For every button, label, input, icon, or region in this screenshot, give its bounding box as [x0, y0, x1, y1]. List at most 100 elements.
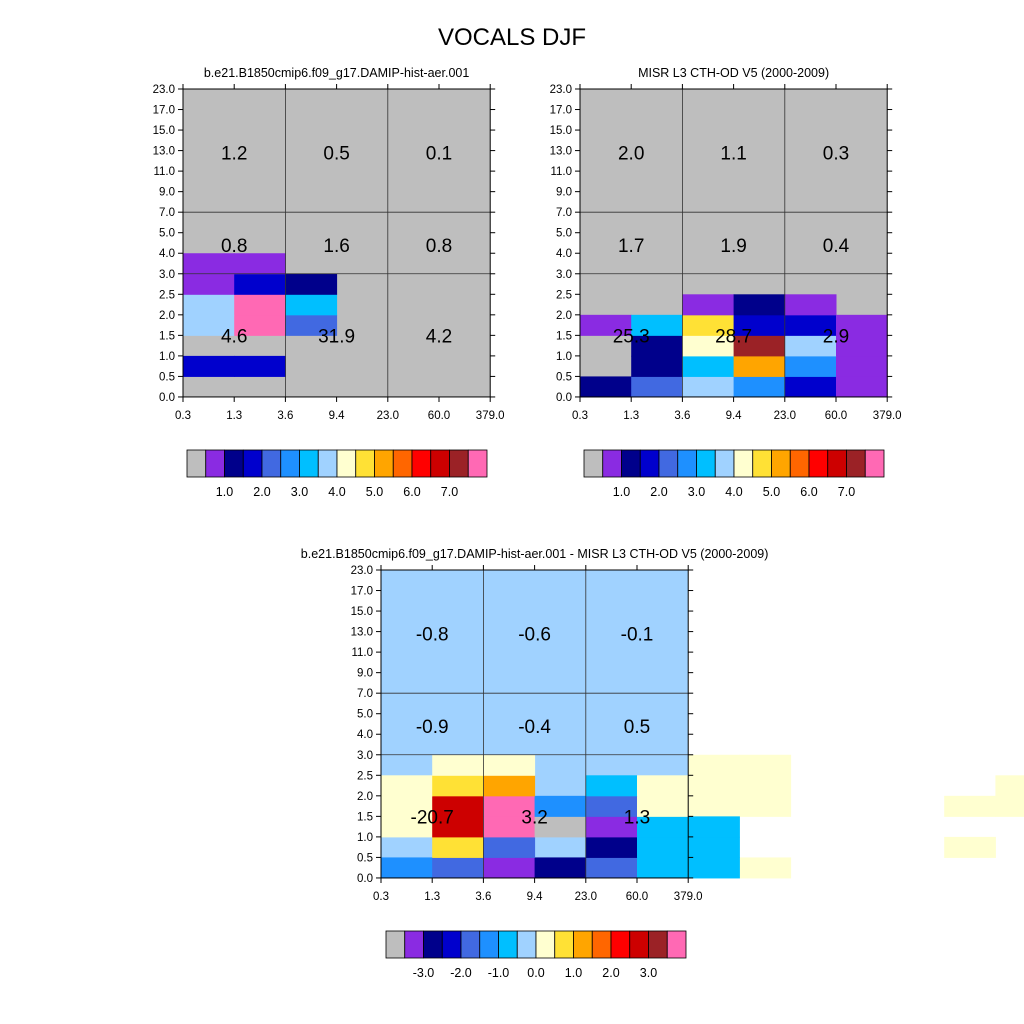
heatmap-cell: [483, 857, 536, 879]
x-tick-label: 0.3: [572, 410, 588, 422]
group-value-label: 1.9: [720, 236, 746, 257]
heatmap-cell: [739, 857, 792, 879]
y-tick-label: 7.0: [357, 688, 373, 700]
group-value-label: 0.4: [823, 236, 850, 257]
colorbar-swatch: [374, 449, 394, 478]
colorbar-swatch: [224, 449, 244, 478]
colorbar-swatch: [186, 449, 207, 478]
y-tick-label: 1.5: [159, 330, 175, 342]
colorbar-swatch: [629, 930, 649, 959]
x-tick-label: 23.0: [575, 891, 597, 903]
y-tick-label: 15.0: [153, 125, 175, 137]
colorbar-tick-label: 1.0: [216, 485, 233, 499]
colorbar-swatch: [449, 449, 469, 478]
heatmap-cell: [183, 314, 235, 336]
x-tick-label: 379.0: [873, 410, 902, 422]
group-value-label: 4.2: [426, 326, 452, 347]
heatmap-cell: [585, 857, 638, 879]
y-tick-label: 23.0: [550, 84, 572, 96]
heatmap-cell: [483, 816, 536, 838]
heatmap-cell: [784, 376, 837, 398]
heatmap-cell: [631, 376, 683, 398]
colorbar-tick-label: 3.0: [688, 485, 705, 499]
colorbar-swatch: [714, 449, 735, 478]
colorbar-swatch: [573, 930, 593, 959]
y-tick-label: 4.0: [556, 248, 572, 260]
heatmap-cell: [432, 836, 484, 858]
colorbar-swatch: [752, 449, 772, 478]
x-tick-label: 1.3: [424, 891, 440, 903]
colorbar-tick-label: 7.0: [441, 485, 458, 499]
group-value-label: 31.9: [318, 326, 355, 347]
x-tick-label: 23.0: [377, 410, 399, 422]
y-tick-label: 0.0: [159, 392, 175, 404]
y-tick-label: 13.0: [153, 146, 175, 158]
heatmap-cell: [580, 314, 632, 336]
y-tick-label: 2.5: [159, 289, 175, 301]
colorbar-swatch: [441, 930, 462, 959]
heatmap-cell: [836, 376, 888, 398]
group-value-label: 1.2: [221, 144, 247, 165]
heatmap-cell: [183, 294, 235, 316]
heatmap-cell: [682, 355, 735, 377]
group-value-label: 0.5: [323, 144, 349, 165]
y-tick-label: 13.0: [351, 627, 373, 639]
x-tick-label: 3.6: [475, 891, 491, 903]
x-tick-label: 3.6: [277, 410, 293, 422]
colorbar-swatch: [355, 449, 375, 478]
heatmap-cell: [688, 816, 740, 838]
heatmap-cell: [631, 355, 683, 377]
panel-title: b.e21.B1850cmip6.f09_g17.DAMIP-hist-aer.…: [204, 66, 469, 80]
x-tick-label: 23.0: [774, 410, 796, 422]
group-value-label: -0.9: [416, 717, 449, 738]
colorbar-tick-label: 2.0: [253, 485, 270, 499]
panel-model: b.e21.B1850cmip6.f09_g17.DAMIP-hist-aer.…: [153, 66, 505, 499]
x-tick-label: 1.3: [623, 410, 639, 422]
heatmap-cell: [483, 775, 536, 797]
heatmap-cell: [637, 816, 689, 838]
plot-background: [183, 89, 491, 397]
x-tick-label: 60.0: [428, 410, 450, 422]
y-tick-label: 2.0: [556, 310, 572, 322]
group-value-label: -0.8: [416, 625, 449, 646]
group-value-label: -0.1: [621, 625, 654, 646]
group-value-label: 1.1: [720, 144, 746, 165]
y-tick-label: 15.0: [351, 606, 373, 618]
heatmap-cell: [432, 857, 484, 879]
colorbar-swatch: [864, 449, 885, 478]
colorbar-tick-label: 5.0: [763, 485, 780, 499]
y-tick-label: 3.0: [159, 269, 175, 281]
colorbar-tick-label: 0.0: [527, 966, 544, 980]
heatmap-cell: [733, 376, 786, 398]
x-tick-label: 9.4: [527, 891, 544, 903]
x-tick-label: 379.0: [674, 891, 703, 903]
colorbar-swatch: [771, 449, 791, 478]
y-tick-label: 3.0: [357, 750, 373, 762]
heatmap-cell: [234, 314, 286, 336]
y-tick-label: 0.5: [159, 371, 175, 383]
heatmap-cell: [836, 355, 888, 377]
colorbar-tick-label: 4.0: [328, 485, 345, 499]
colorbar-swatch: [467, 449, 488, 478]
heatmap-cell: [995, 795, 1024, 817]
y-tick-label: 23.0: [351, 565, 373, 577]
heatmap-cell: [432, 754, 484, 776]
heatmap-cell: [432, 775, 484, 797]
colorbar-swatch: [696, 449, 716, 478]
y-tick-label: 23.0: [153, 84, 175, 96]
group-value-label: 2.9: [823, 326, 849, 347]
colorbar-tick-label: 7.0: [838, 485, 855, 499]
y-tick-label: 17.0: [153, 105, 175, 117]
y-tick-label: 2.5: [556, 289, 572, 301]
colorbar-tick-label: 1.0: [565, 966, 582, 980]
heatmap-cell: [534, 857, 587, 879]
colorbar-swatch: [498, 930, 518, 959]
panel-title: b.e21.B1850cmip6.f09_g17.DAMIP-hist-aer.…: [301, 547, 769, 561]
x-tick-label: 60.0: [626, 891, 648, 903]
y-tick-label: 1.5: [357, 811, 373, 823]
colorbar-tick-label: 6.0: [403, 485, 420, 499]
heatmap-cell: [285, 273, 338, 295]
colorbar-swatch: [666, 930, 687, 959]
colorbar-swatch: [516, 930, 537, 959]
